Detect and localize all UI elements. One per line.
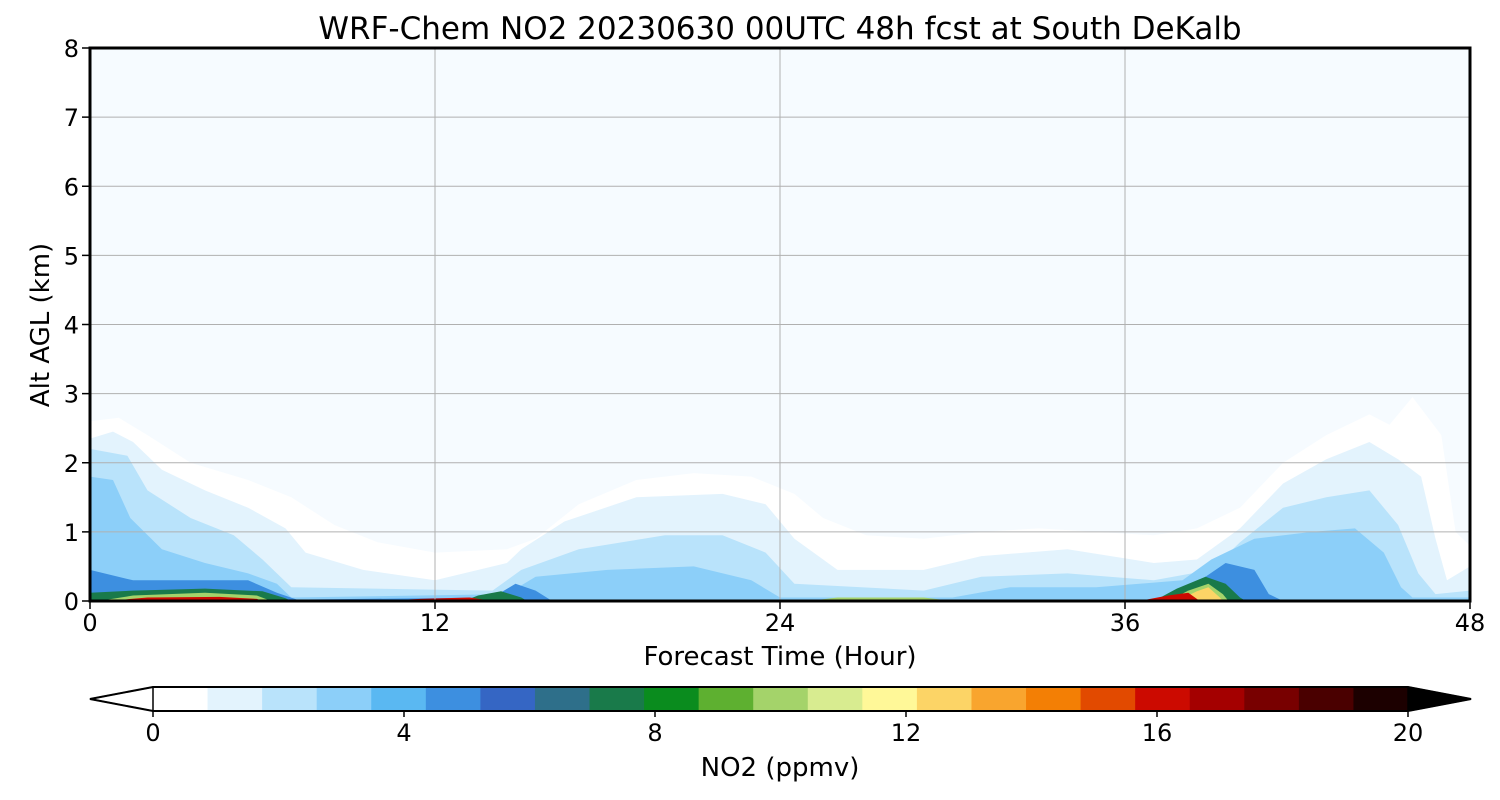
colorbar-segment — [207, 687, 263, 711]
colorbar-segment — [644, 687, 700, 711]
colorbar-segment — [1298, 687, 1355, 711]
colorbar-tick-label: 12 — [891, 719, 922, 747]
colorbar-segment — [1026, 687, 1082, 711]
colorbar-extend-max — [1407, 686, 1472, 712]
colorbar-segment — [1189, 687, 1245, 711]
y-tick-label: 1 — [64, 519, 79, 547]
colorbar-segment — [153, 687, 209, 711]
x-axis-ticks: 0 12 24 36 48 — [82, 601, 1485, 637]
x-tick-label: 0 — [82, 609, 97, 637]
colorbar — [89, 686, 1472, 712]
y-tick-label: 5 — [64, 242, 79, 270]
chart-title: WRF-Chem NO2 20230630 00UTC 48h fcst at … — [318, 11, 1241, 47]
x-axis-label: Forecast Time (Hour) — [643, 642, 916, 672]
colorbar-tick-label: 8 — [647, 719, 662, 747]
colorbar-tick-label: 16 — [1142, 719, 1173, 747]
y-tick-label: 0 — [64, 588, 79, 616]
colorbar-segment — [916, 687, 973, 711]
colorbar-extend-min — [89, 686, 154, 712]
colorbar-ticks: 0 4 8 12 16 20 — [145, 711, 1423, 747]
colorbar-segment — [1244, 687, 1300, 711]
colorbar-segment — [971, 687, 1027, 711]
contour-plume-15 — [1139, 592, 1200, 601]
y-tick-label: 6 — [64, 173, 79, 201]
colorbar-tick-label: 20 — [1393, 719, 1424, 747]
colorbar-segment — [862, 687, 918, 711]
colorbar-segment — [534, 687, 591, 711]
contour-plume-7 — [463, 591, 527, 601]
y-tick-label: 4 — [64, 312, 79, 340]
colorbar-segment — [1353, 687, 1409, 711]
x-tick-label: 36 — [1110, 609, 1141, 637]
x-tick-label: 48 — [1455, 609, 1486, 637]
colorbar-segment — [425, 687, 481, 711]
colorbar-segment — [753, 687, 809, 711]
colorbar-segment — [589, 687, 645, 711]
y-axis-ticks: 0 1 2 3 4 5 6 7 8 — [64, 35, 90, 616]
colorbar-segment — [1135, 687, 1191, 711]
y-tick-label: 8 — [64, 35, 79, 63]
y-tick-label: 2 — [64, 450, 79, 478]
y-tick-label: 7 — [64, 104, 79, 132]
colorbar-tick-label: 0 — [145, 719, 160, 747]
x-tick-label: 24 — [765, 609, 796, 637]
colorbar-segment — [371, 687, 427, 711]
colorbar-segment — [698, 687, 754, 711]
colorbar-segment — [262, 687, 318, 711]
colorbar-segment — [480, 687, 536, 711]
colorbar-segment — [807, 687, 863, 711]
y-axis-label: Alt AGL (km) — [26, 243, 56, 407]
colorbar-segment — [316, 687, 372, 711]
colorbar-segment — [1080, 687, 1136, 711]
x-tick-label: 12 — [420, 609, 451, 637]
colorbar-label: NO2 (ppmv) — [701, 753, 860, 783]
y-tick-label: 3 — [64, 381, 79, 409]
colorbar-tick-label: 4 — [396, 719, 411, 747]
